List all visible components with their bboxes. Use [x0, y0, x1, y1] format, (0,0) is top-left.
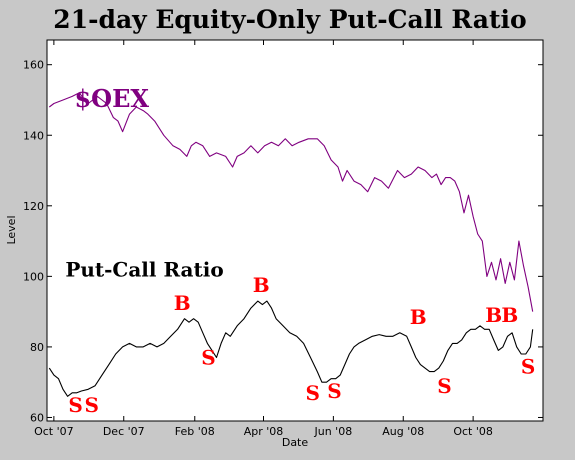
sell-signal: S [437, 374, 451, 398]
y-tick-label: 140 [23, 129, 44, 142]
y-tick-label: 80 [30, 341, 44, 354]
y-tick-label: 60 [30, 411, 44, 424]
buy-signal: B [253, 273, 270, 297]
x-axis: Oct '07 Dec '07 Feb '08 Apr '08 Jun '08 Aug '… [34, 40, 493, 438]
oex-series-label: $OEX [74, 84, 149, 113]
chart-title: 21-day Equity-Only Put-Call Ratio [53, 5, 526, 34]
x-tick-label: Feb '08 [175, 425, 215, 438]
put-call-ratio-label: Put-Call Ratio [65, 257, 223, 281]
x-tick-label: Jun '08 [314, 425, 353, 438]
y-tick-label: 160 [23, 59, 44, 72]
sell-signal: S [521, 354, 535, 378]
x-tick-label: Oct '07 [34, 425, 74, 438]
y-axis-label: Level [5, 215, 18, 244]
series-layer: $OEX Put-Call Ratio [48, 84, 534, 397]
x-tick-label: Aug '08 [382, 425, 424, 438]
sell-signal: S [201, 346, 215, 370]
put-call-ratio-line [48, 300, 534, 397]
buy-signal: B [410, 305, 427, 329]
sell-signal: S [306, 381, 320, 405]
plot-area [46, 39, 544, 422]
oex-series-line [48, 92, 534, 312]
buy-signal: B [485, 303, 502, 327]
x-tick-label: Oct '08 [453, 425, 493, 438]
x-tick-label: Apr '08 [244, 425, 284, 438]
sell-signal: S [68, 393, 82, 417]
sell-signal: S [327, 379, 341, 403]
buy-signal: B [501, 303, 518, 327]
buy-signal: B [174, 291, 191, 315]
sell-signal: S [84, 393, 98, 417]
y-axis: 60 80 100 120 140 160 [23, 59, 543, 424]
y-tick-label: 100 [23, 270, 44, 283]
x-tick-label: Dec '07 [103, 425, 145, 438]
y-tick-label: 120 [23, 200, 44, 213]
x-axis-label: Date [282, 436, 309, 449]
